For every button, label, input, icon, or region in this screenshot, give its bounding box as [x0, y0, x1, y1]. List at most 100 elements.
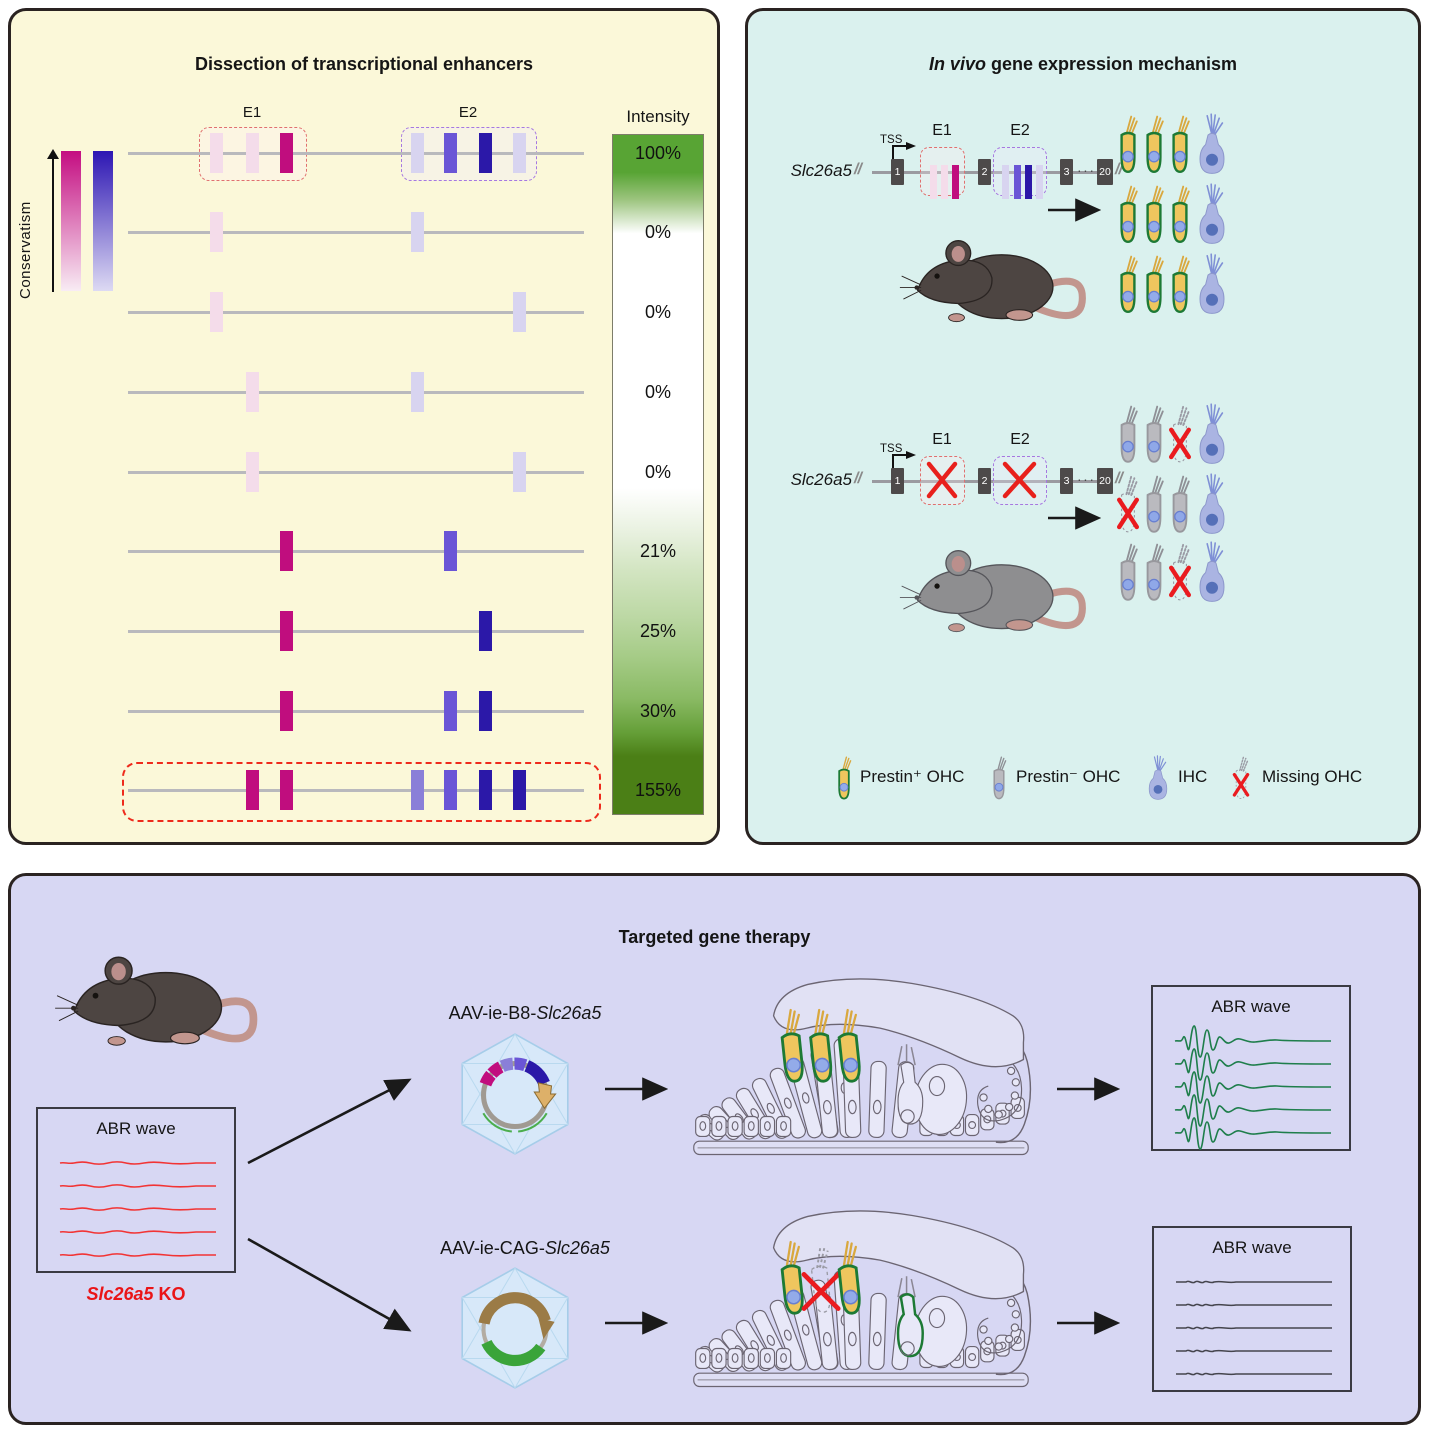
ohc--cell-icon — [1120, 543, 1138, 601]
abr-trace — [1176, 1280, 1332, 1284]
ohc+-cell-icon — [1172, 115, 1190, 174]
prestin-negative-ohc-cell — [1142, 401, 1166, 465]
ihc-cell — [1198, 401, 1226, 465]
prestin-positive-ohc-cell — [1116, 181, 1140, 245]
abr-trace — [1174, 1094, 1332, 1127]
gene-e1-box — [920, 147, 965, 199]
gene-e2-label: E2 — [1010, 431, 1030, 448]
e1-column-label: E1 — [242, 104, 262, 121]
exon-box-3: 3 — [1060, 159, 1073, 185]
invivo-mechanism-panel: In vivo gene expression mechanism Slc26a… — [745, 8, 1421, 845]
abr-trace — [1174, 1117, 1332, 1150]
legend-icon-missing — [1232, 753, 1250, 801]
conservatism-arrow-icon — [52, 158, 54, 292]
abr-trace — [1176, 1372, 1332, 1376]
abr-traces-b8 — [1174, 1025, 1332, 1150]
intensity-value: 0% — [644, 462, 671, 482]
aav-b8-prefix: AAV-ie-B8- — [448, 1003, 537, 1023]
missing-cell-icon — [1169, 405, 1191, 463]
invivo-title-italic: In vivo — [928, 53, 986, 74]
legend-ohc+-icon — [838, 756, 852, 800]
intensity-value: 30% — [639, 701, 677, 721]
gene-dots: ··· — [1077, 162, 1096, 178]
abr-traces-ko — [59, 1161, 216, 1257]
missing-ohc-cell — [1168, 401, 1192, 465]
legend-icon-ohc+ — [835, 753, 853, 801]
enhancer-bar-e1 — [246, 452, 259, 492]
legend-missing-icon — [1232, 756, 1250, 800]
ohc--cell-icon — [1172, 475, 1190, 533]
enhancer-bar-e2 — [444, 691, 457, 731]
enhancer-bar-e1 — [280, 691, 293, 731]
tss-label: TSS — [880, 134, 903, 146]
missing-ohc-cell — [1116, 471, 1140, 535]
intensity-scale-title: Intensity — [626, 107, 690, 126]
intensity-scale: 100% 0% 0% 0% 0% 21% 25% 30% 155% — [612, 134, 704, 815]
flow-arrows-therapy — [247, 1077, 1121, 1335]
ko-gene-name: Slc26a5 — [86, 1284, 154, 1304]
enhancer-row-line — [128, 710, 584, 713]
abr-traces-cag — [1176, 1280, 1332, 1376]
prestin-positive-ohc-cell — [1168, 251, 1192, 315]
abr-trace — [1176, 1326, 1332, 1330]
flow-arrows-invivo — [1048, 198, 1102, 530]
gene-diagram-knockout: Slc26a5//TSS 1 E1 2 E2 3 ··· 20// — [788, 431, 1133, 517]
ohc+-cell-icon — [1146, 255, 1164, 314]
enhancer-bar-e2 — [479, 770, 492, 810]
exon-box-2: 2 — [978, 468, 991, 494]
exon-box-20: 20 — [1097, 159, 1113, 185]
gene-name: Slc26a5 — [790, 470, 852, 489]
enhancer-bar-e1 — [210, 212, 223, 252]
enhancer-row-line — [128, 152, 584, 155]
tss-label: TSS — [880, 443, 903, 455]
gene-break-left: // — [854, 161, 862, 178]
exon-box-1: 1 — [891, 159, 904, 185]
arrow-to-aav-b8-icon — [247, 1078, 412, 1165]
abr-trace — [59, 1184, 216, 1188]
ihc-cell-icon — [1199, 183, 1225, 244]
ko-mouse-label: Slc26a5 KO — [36, 1284, 236, 1305]
cochlea-untreated-illustration — [673, 1206, 1048, 1396]
ohc+-cell-icon — [1120, 255, 1138, 314]
tss-arrow-icon — [892, 451, 916, 470]
enhancer-bar-e2 — [444, 133, 457, 173]
enhancer-dissection-panel: Dissection of transcriptional enhancers … — [8, 8, 720, 845]
mouse-ko-icon — [51, 938, 266, 1063]
mouse-gray-icon — [895, 533, 1095, 648]
prestin-positive-ohc-cell — [1116, 111, 1140, 175]
intensity-value: 0% — [644, 222, 671, 242]
hair-cell-grid-normal — [748, 11, 1424, 431]
aav-cag-gene: Slc26a5 — [544, 1238, 610, 1258]
enhancer-bar-e1 — [280, 770, 293, 810]
legend-label-missing: Missing OHC — [1262, 767, 1363, 786]
conservatism-gradient-blue — [93, 151, 113, 291]
ohc+-cell-icon — [1172, 185, 1190, 244]
therapy-title: Targeted gene therapy — [618, 926, 811, 947]
enhancer-bar-e2 — [411, 133, 424, 173]
gene-name: Slc26a5 — [790, 161, 852, 180]
enhancers-title: Dissection of transcriptional enhancers — [194, 53, 534, 74]
enhancer-row-line — [128, 471, 584, 474]
ihc-cell — [1198, 539, 1226, 603]
ihc-cell — [1198, 111, 1226, 175]
ihc-cell-icon — [1199, 541, 1225, 602]
prestin-positive-ohc-cell — [1142, 251, 1166, 315]
enhancer-bar-e2 — [411, 372, 424, 412]
hair-cell-grid-knockout — [748, 11, 1424, 711]
missing-ohc-cell — [1168, 539, 1192, 603]
abr-trace — [59, 1207, 216, 1211]
gene-therapy-panel: Targeted gene therapy ABR wave Slc26a5 K… — [8, 873, 1421, 1425]
enhancer-bar-e1 — [246, 133, 259, 173]
abr-trace — [1174, 1071, 1332, 1104]
ihc-cell-icon — [1199, 113, 1225, 174]
ihc-cell — [1198, 181, 1226, 245]
mouse-dark-icon — [895, 223, 1095, 338]
intensity-value: 155% — [634, 780, 682, 800]
enhancer-bar-e2 — [513, 452, 526, 492]
prestin-positive-ohc-cell — [1142, 111, 1166, 175]
prestin-positive-ohc-cell — [1168, 181, 1192, 245]
ohc+-cell-icon — [1146, 185, 1164, 244]
intensity-value: 0% — [644, 302, 671, 322]
abr-title-knockout: ABR wave — [96, 1119, 176, 1138]
enhancer-bar-e2 — [411, 212, 424, 252]
